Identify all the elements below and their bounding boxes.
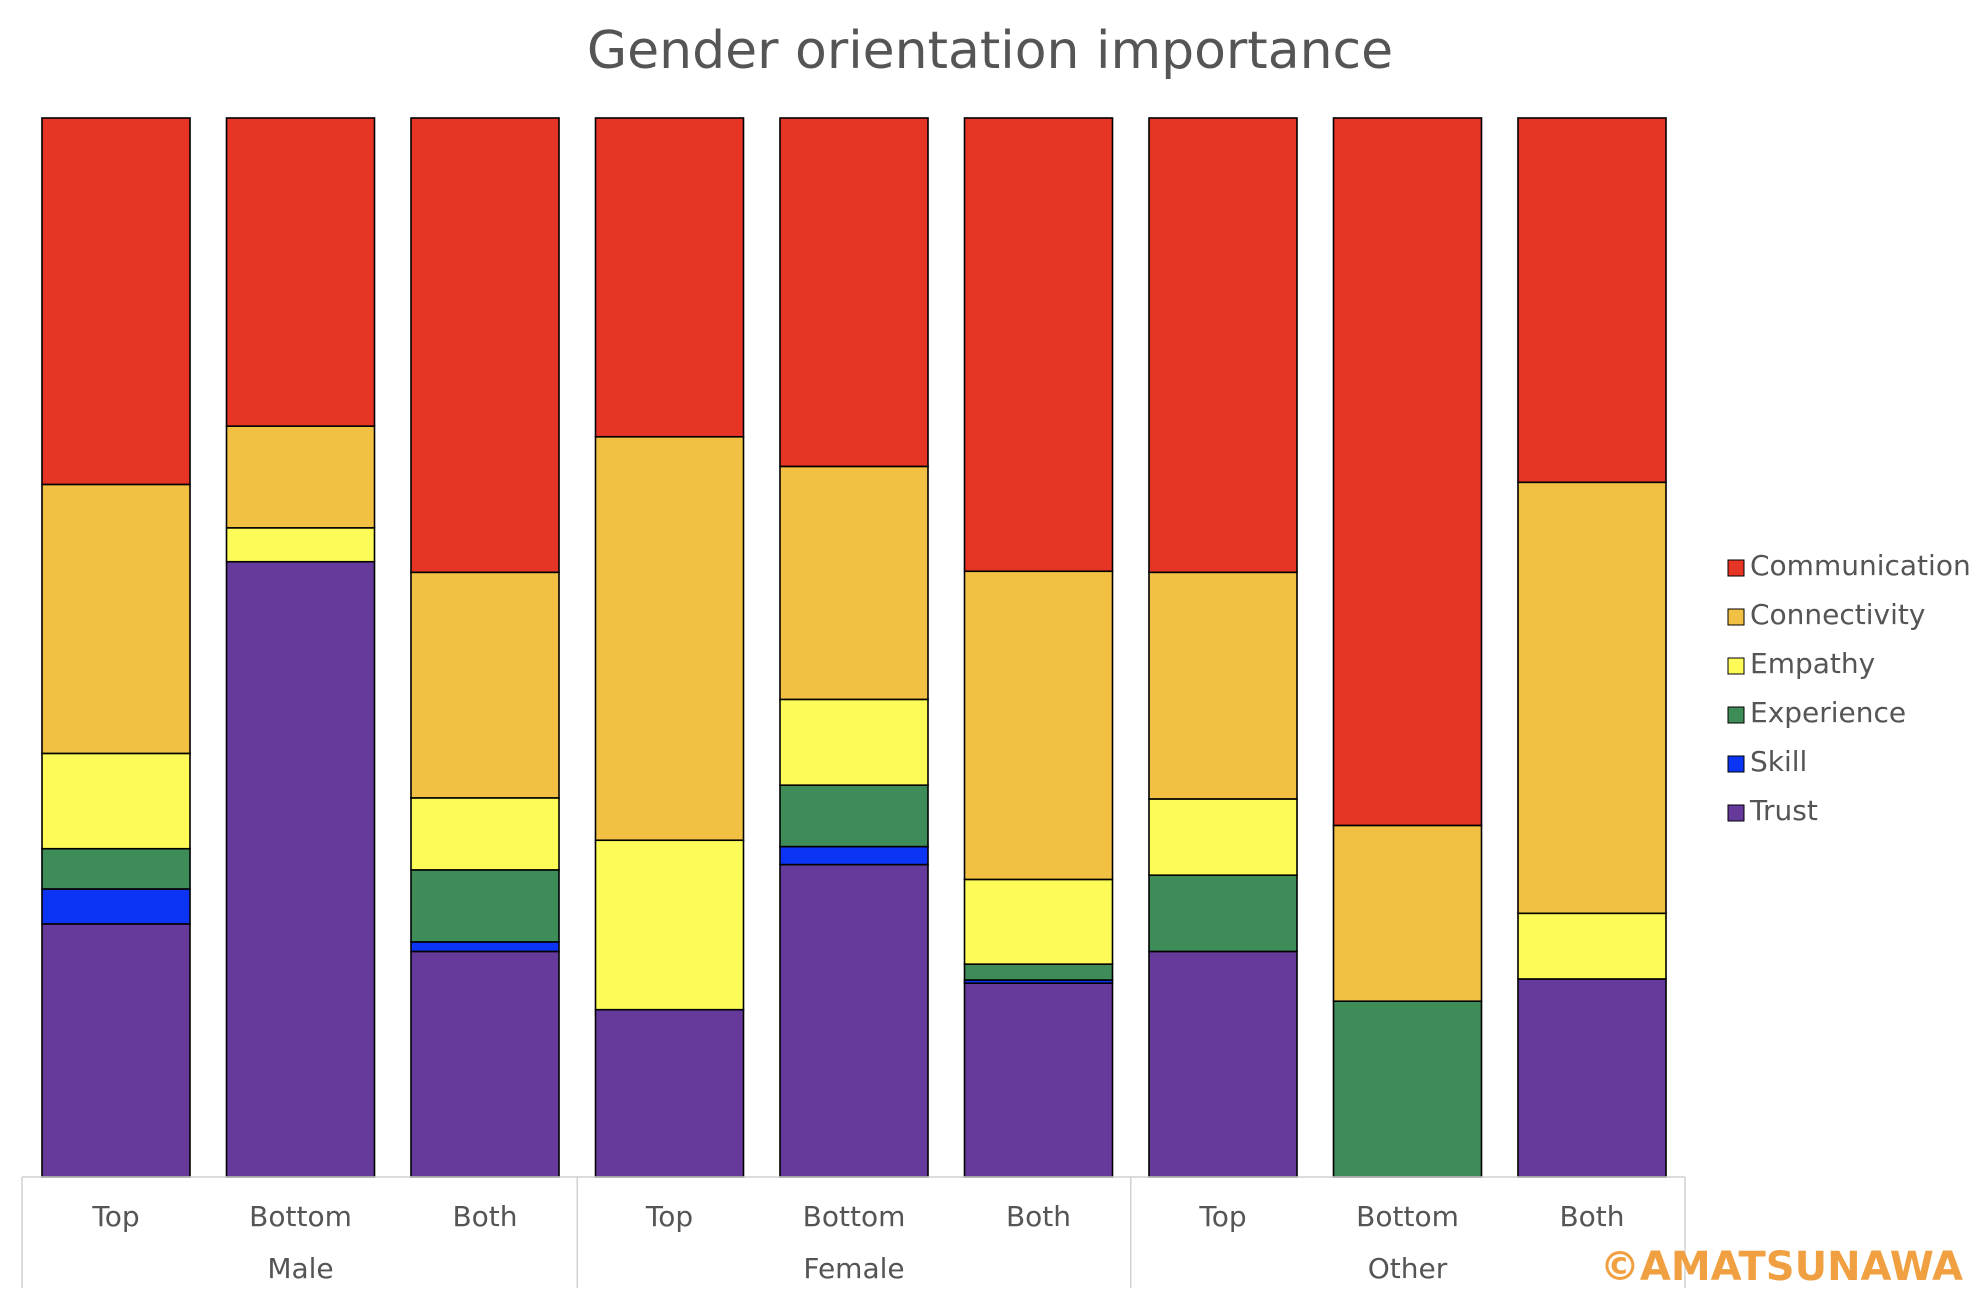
category-label-6: Both: [1006, 1200, 1071, 1233]
legend-label-empathy: Empathy: [1750, 647, 1875, 680]
bar-segment-communication-4: [594, 117, 745, 438]
legend-label-skill: Skill: [1750, 745, 1807, 778]
bar-segment-empathy-6: [963, 878, 1114, 965]
bar-segment-connectivity-3: [410, 571, 560, 799]
legend-swatch-connectivity: [1727, 608, 1745, 626]
category-label-7: Top: [1198, 1200, 1246, 1233]
bar-segment-trust-5: [779, 863, 929, 1178]
legend-label-communication: Communication: [1750, 549, 1971, 582]
category-label-4: Top: [645, 1200, 693, 1233]
bar-segment-trust-2: [225, 560, 376, 1178]
bars: [41, 117, 1667, 1178]
bar-segment-empathy-1: [41, 752, 191, 850]
bar-segment-experience-3: [410, 869, 560, 943]
legend-label-connectivity: Connectivity: [1750, 598, 1925, 631]
bar-segment-communication-6: [963, 117, 1114, 573]
bar-segment-experience-7: [1148, 874, 1298, 953]
bar-segment-connectivity-1: [41, 483, 191, 755]
category-label-8: Bottom: [1356, 1200, 1459, 1233]
bar-segment-empathy-9: [1517, 912, 1667, 980]
bar-segment-communication-7: [1148, 117, 1298, 574]
bar-segment-communication-8: [1332, 117, 1483, 827]
category-label-1: Top: [91, 1200, 139, 1233]
bar-segment-connectivity-8: [1332, 824, 1483, 1003]
category-label-3: Both: [452, 1200, 517, 1233]
bar-segment-skill-3: [410, 941, 560, 953]
x-axis: Male Female Other Top Bottom Both Top Bottom Bot…: [21, 1176, 1686, 1288]
bar-segment-skill-1: [41, 888, 191, 925]
group-label-male: Male: [267, 1252, 333, 1285]
category-label-2: Bottom: [249, 1200, 352, 1233]
bar-segment-communication-5: [779, 117, 929, 468]
chart-title: Gender orientation importance: [587, 21, 1393, 81]
bar-segment-communication-9: [1517, 117, 1667, 484]
group-label-other: Other: [1368, 1252, 1448, 1285]
legend-swatch-communication: [1727, 559, 1745, 577]
bar-segment-connectivity-7: [1148, 571, 1298, 800]
bar-segment-trust-6: [963, 982, 1114, 1178]
watermark-logo: ©AMATSUNAWA: [1600, 1244, 1963, 1290]
group-label-female: Female: [803, 1252, 904, 1285]
bar-segment-experience-8: [1332, 1000, 1483, 1178]
bar-segment-trust-7: [1148, 950, 1298, 1178]
bar-segment-trust-4: [594, 1008, 745, 1178]
legend-swatch-skill: [1727, 755, 1745, 773]
bar-segment-empathy-2: [225, 527, 376, 563]
legend-swatch-trust: [1727, 804, 1745, 822]
bar-segment-communication-1: [41, 117, 191, 486]
legend-label-experience: Experience: [1750, 696, 1906, 729]
bar-segment-empathy-5: [779, 698, 929, 786]
bar-segment-empathy-3: [410, 797, 560, 871]
bar-segment-communication-2: [225, 117, 376, 427]
bar-segment-experience-1: [41, 847, 191, 890]
bar-segment-connectivity-9: [1517, 481, 1667, 915]
category-label-5: Bottom: [803, 1200, 906, 1233]
legend-swatch-empathy: [1727, 657, 1745, 675]
bar-segment-experience-6: [963, 963, 1114, 981]
legend: Communication Connectivity Empathy Experien…: [1727, 549, 1971, 827]
bar-segment-empathy-7: [1148, 798, 1298, 876]
category-label-9: Both: [1559, 1200, 1624, 1233]
legend-label-trust: Trust: [1749, 794, 1818, 827]
bar-segment-experience-5: [779, 784, 929, 848]
bar-segment-connectivity-5: [779, 465, 929, 701]
legend-swatch-experience: [1727, 706, 1745, 724]
bar-segment-empathy-4: [594, 839, 745, 1011]
bar-segment-trust-9: [1517, 978, 1667, 1178]
bar-segment-skill-5: [779, 845, 929, 866]
bar-segment-communication-3: [410, 117, 560, 574]
bar-segment-trust-3: [410, 950, 560, 1178]
bar-segment-connectivity-6: [963, 570, 1114, 881]
bar-segment-connectivity-4: [594, 435, 745, 842]
bar-segment-connectivity-2: [225, 425, 376, 529]
bar-segment-trust-1: [41, 923, 191, 1178]
